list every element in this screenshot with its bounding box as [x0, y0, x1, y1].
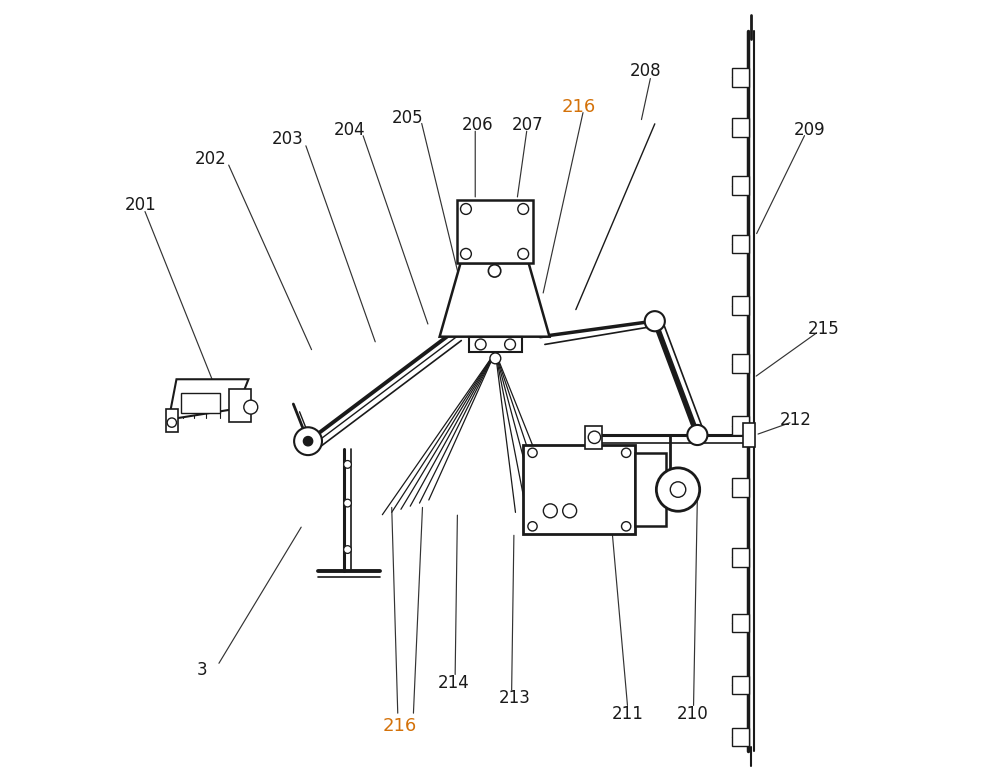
Text: 212: 212 — [780, 410, 812, 429]
Text: 211: 211 — [612, 704, 644, 723]
Text: 204: 204 — [334, 121, 365, 139]
Text: 216: 216 — [382, 717, 417, 735]
Circle shape — [518, 204, 529, 214]
Circle shape — [543, 504, 557, 518]
Bar — [732, 676, 749, 694]
Text: 206: 206 — [461, 116, 493, 135]
Circle shape — [528, 522, 537, 531]
Text: 208: 208 — [630, 62, 662, 80]
Text: 210: 210 — [676, 704, 708, 723]
Circle shape — [490, 353, 501, 364]
Circle shape — [488, 265, 501, 277]
Circle shape — [505, 339, 515, 350]
Bar — [732, 296, 749, 315]
Bar — [732, 354, 749, 373]
Bar — [166, 409, 178, 432]
Bar — [732, 416, 749, 435]
Bar — [732, 478, 749, 497]
Circle shape — [344, 499, 351, 507]
Circle shape — [528, 448, 537, 457]
Circle shape — [461, 204, 471, 214]
Text: 214: 214 — [438, 673, 470, 692]
Bar — [585, 426, 602, 449]
Text: 3: 3 — [197, 660, 207, 679]
Circle shape — [622, 522, 631, 531]
Bar — [732, 176, 749, 195]
Text: 215: 215 — [808, 320, 840, 338]
Text: 201: 201 — [125, 196, 156, 214]
Circle shape — [461, 248, 471, 259]
Bar — [181, 393, 220, 413]
Text: 216: 216 — [562, 98, 596, 116]
Circle shape — [656, 467, 700, 512]
Circle shape — [344, 546, 351, 553]
Circle shape — [670, 481, 686, 498]
Circle shape — [645, 311, 665, 331]
Text: 202: 202 — [194, 149, 226, 168]
Bar — [743, 423, 755, 447]
Text: 203: 203 — [272, 130, 303, 149]
Bar — [469, 337, 522, 352]
Circle shape — [588, 431, 601, 444]
Text: 209: 209 — [794, 121, 826, 139]
Bar — [523, 445, 635, 534]
Bar — [732, 118, 749, 137]
Polygon shape — [440, 263, 550, 337]
Bar — [457, 200, 533, 263]
Text: 213: 213 — [498, 689, 530, 707]
Polygon shape — [169, 379, 248, 420]
Circle shape — [687, 425, 707, 445]
Bar — [732, 548, 749, 567]
Circle shape — [518, 248, 529, 259]
Bar — [732, 235, 749, 253]
Bar — [732, 614, 749, 632]
Circle shape — [244, 400, 258, 414]
Circle shape — [563, 504, 577, 518]
Circle shape — [475, 339, 486, 350]
Text: 205: 205 — [392, 108, 423, 127]
Bar — [229, 389, 251, 422]
Text: 207: 207 — [512, 116, 543, 135]
Bar — [635, 453, 666, 526]
Bar — [732, 728, 749, 746]
Circle shape — [303, 437, 313, 446]
Circle shape — [344, 461, 351, 468]
Bar — [732, 68, 749, 87]
Circle shape — [622, 448, 631, 457]
Circle shape — [294, 427, 322, 455]
Circle shape — [167, 418, 176, 427]
